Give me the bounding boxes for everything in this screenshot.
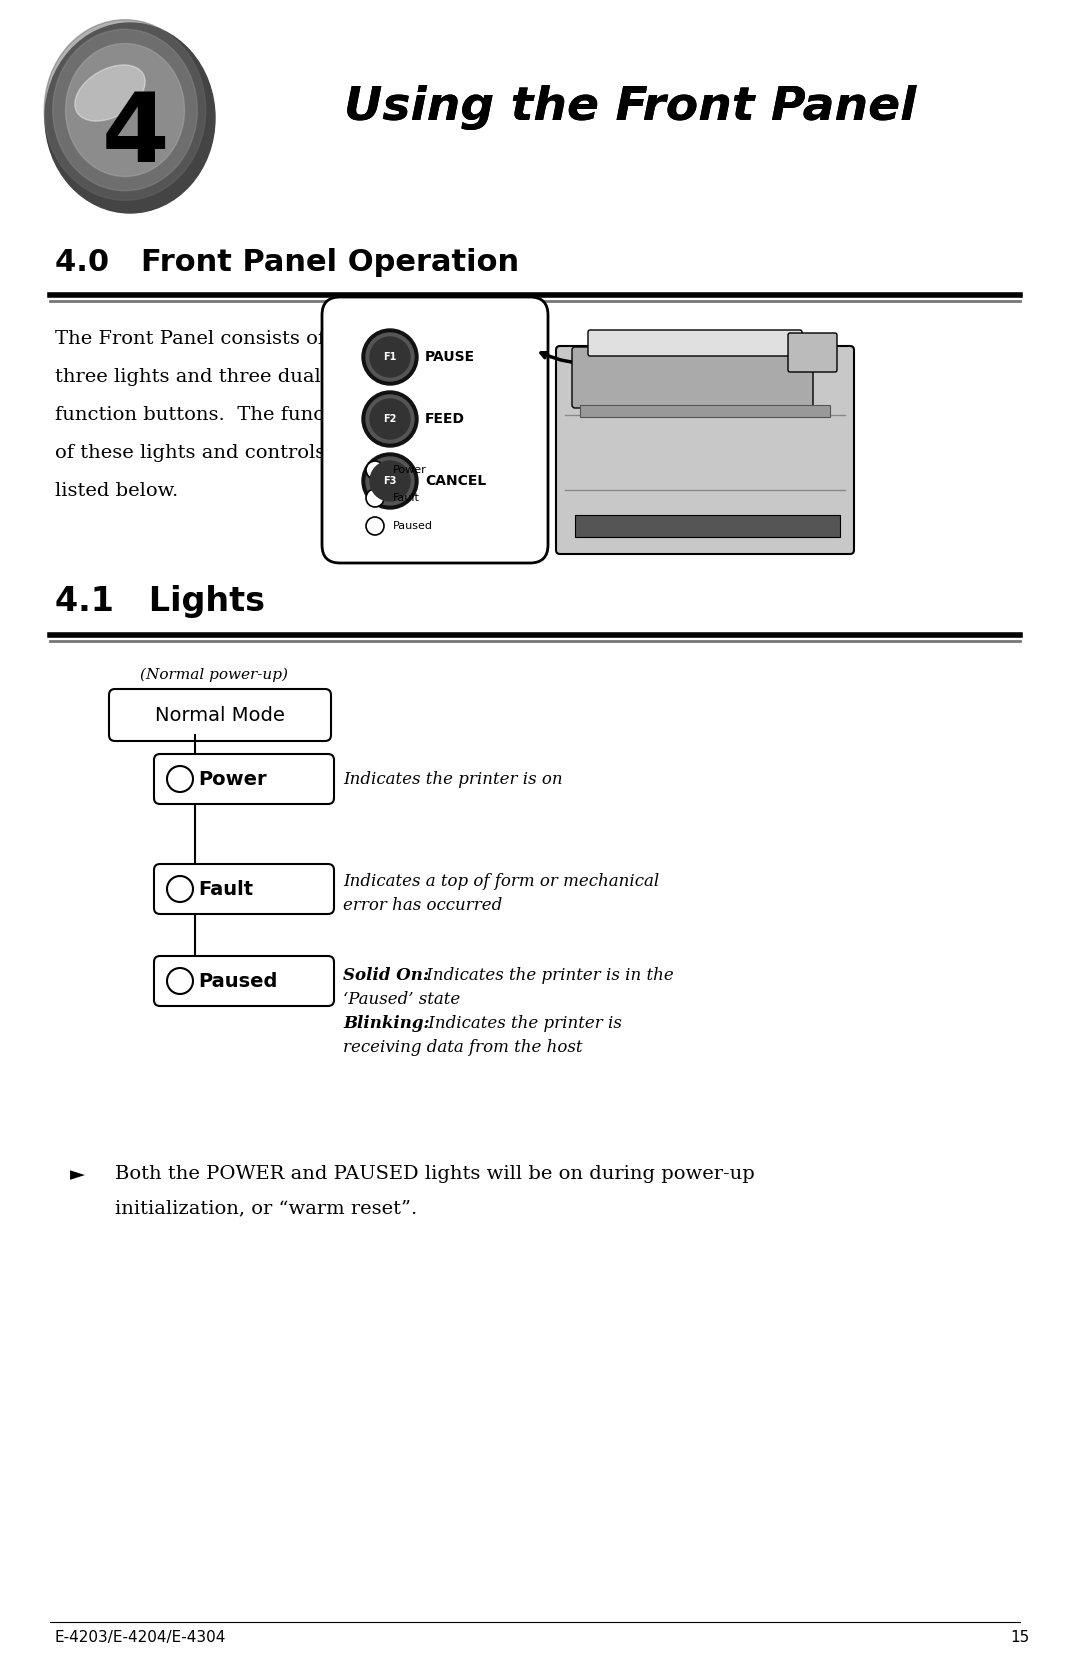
Text: Using the Front Panel: Using the Front Panel <box>343 85 916 130</box>
Text: Fault: Fault <box>198 880 253 898</box>
Circle shape <box>370 461 410 501</box>
Circle shape <box>366 461 384 479</box>
Text: error has occurred: error has occurred <box>343 896 502 913</box>
Circle shape <box>167 968 193 995</box>
Text: 4: 4 <box>102 90 168 182</box>
Text: Blinking:: Blinking: <box>343 1015 430 1031</box>
Text: E-4203/E-4204/E-4304: E-4203/E-4204/E-4304 <box>55 1631 227 1646</box>
Circle shape <box>167 876 193 901</box>
Text: ►: ► <box>70 1165 85 1183</box>
Text: Fault: Fault <box>393 492 420 502</box>
Ellipse shape <box>45 23 215 214</box>
Text: Using the Front Panel: Using the Front Panel <box>341 87 914 132</box>
FancyBboxPatch shape <box>788 334 837 372</box>
Text: (Normal power-up): (Normal power-up) <box>140 668 288 683</box>
Ellipse shape <box>44 20 206 200</box>
Text: 4.0   Front Panel Operation: 4.0 Front Panel Operation <box>55 249 519 277</box>
Text: listed below.: listed below. <box>55 482 178 501</box>
Text: Solid On:: Solid On: <box>343 966 429 983</box>
Circle shape <box>370 399 410 439</box>
Text: The Front Panel consists of: The Front Panel consists of <box>55 330 325 349</box>
Circle shape <box>370 337 410 377</box>
FancyBboxPatch shape <box>588 330 802 355</box>
Circle shape <box>366 517 384 536</box>
Text: Using the Front Panel: Using the Front Panel <box>346 87 918 132</box>
FancyBboxPatch shape <box>572 347 813 407</box>
FancyBboxPatch shape <box>109 689 330 741</box>
Circle shape <box>362 329 418 386</box>
Circle shape <box>362 391 418 447</box>
FancyBboxPatch shape <box>154 754 334 804</box>
Text: receiving data from the host: receiving data from the host <box>343 1040 582 1056</box>
Text: Indicates the printer is on: Indicates the printer is on <box>343 771 563 788</box>
Circle shape <box>366 457 414 506</box>
Text: Power: Power <box>198 769 267 788</box>
Text: initialization, or “warm reset”.: initialization, or “warm reset”. <box>114 1198 417 1217</box>
Text: FEED: FEED <box>426 412 465 426</box>
Text: three lights and three dual-: three lights and three dual- <box>55 367 327 386</box>
Text: Power: Power <box>393 466 427 476</box>
Bar <box>580 406 831 417</box>
FancyBboxPatch shape <box>322 297 548 562</box>
Text: ‘Paused’ state: ‘Paused’ state <box>343 990 460 1008</box>
FancyBboxPatch shape <box>556 345 854 554</box>
Text: Paused: Paused <box>198 971 278 990</box>
Circle shape <box>167 766 193 793</box>
Ellipse shape <box>75 65 145 122</box>
Ellipse shape <box>53 30 198 190</box>
Text: F1: F1 <box>383 352 396 362</box>
Text: Indicates the printer is in the: Indicates the printer is in the <box>421 966 674 983</box>
Text: Using the Front Panel: Using the Front Panel <box>341 83 914 129</box>
Text: F3: F3 <box>383 476 396 486</box>
Text: Both the POWER and PAUSED lights will be on during power-up: Both the POWER and PAUSED lights will be… <box>114 1165 755 1183</box>
Bar <box>575 516 840 537</box>
Text: function buttons.  The functions: function buttons. The functions <box>55 406 373 424</box>
Text: PAUSE: PAUSE <box>426 350 475 364</box>
Text: 15: 15 <box>1011 1631 1030 1646</box>
Text: Paused: Paused <box>393 521 433 531</box>
Text: 4.1   Lights: 4.1 Lights <box>55 586 265 618</box>
Text: CANCEL: CANCEL <box>426 474 486 487</box>
Text: Using the Front Panel: Using the Front Panel <box>346 83 918 129</box>
Circle shape <box>362 452 418 509</box>
Text: Indicates a top of form or mechanical: Indicates a top of form or mechanical <box>343 873 659 890</box>
FancyBboxPatch shape <box>154 956 334 1006</box>
Text: F2: F2 <box>383 414 396 424</box>
Text: of these lights and controls are: of these lights and controls are <box>55 444 364 462</box>
Ellipse shape <box>66 43 185 177</box>
FancyBboxPatch shape <box>154 865 334 915</box>
Circle shape <box>366 334 414 381</box>
Text: Using the Front Panel: Using the Front Panel <box>343 85 916 130</box>
Text: Normal Mode: Normal Mode <box>156 706 285 724</box>
Text: Indicates the printer is: Indicates the printer is <box>423 1015 622 1031</box>
Circle shape <box>366 396 414 442</box>
Circle shape <box>366 489 384 507</box>
